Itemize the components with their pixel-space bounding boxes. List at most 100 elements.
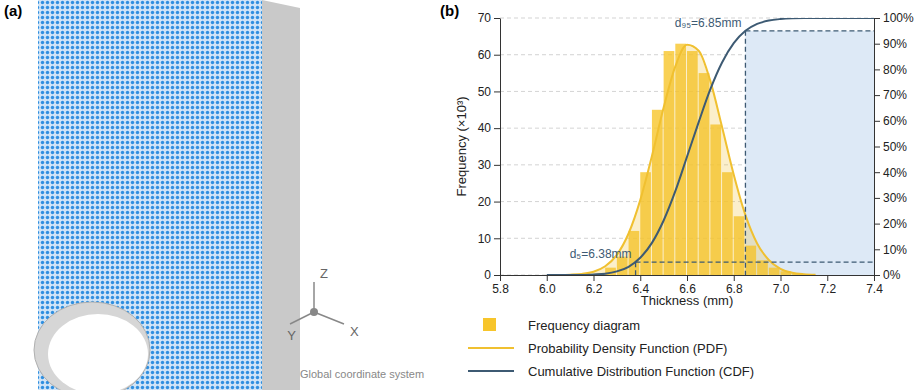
triad-axis [313, 282, 315, 312]
y-tick: 0 [484, 268, 500, 282]
annotation-guide-h [636, 261, 874, 262]
triad-label: Y [287, 328, 296, 343]
legend-swatch [468, 347, 514, 349]
y2-tick: 0% [874, 268, 901, 282]
x-tick-label: 6.2 [586, 282, 603, 296]
x-tick-label: 7.4 [866, 282, 883, 296]
y2-tick-mark [874, 44, 880, 45]
grid [500, 18, 874, 275]
y-tick: 20 [478, 195, 500, 209]
x-tick-mark [594, 275, 595, 281]
x-tick-mark [640, 275, 641, 281]
triad-label: X [350, 324, 359, 339]
y2-tick-mark [874, 147, 880, 148]
coordinate-triad [290, 282, 344, 324]
y2-tick-label: 30% [883, 191, 907, 205]
y2-tick: 50% [874, 140, 907, 154]
legend-label: Cumulative Distribution Function (CDF) [528, 364, 754, 379]
y2-tick-mark [874, 95, 880, 96]
triad-axis [314, 312, 344, 324]
y-tick: 30 [478, 158, 500, 172]
y2-tick-mark [874, 69, 880, 70]
x-tick-mark [547, 275, 548, 281]
legend-swatch [483, 318, 496, 331]
y2-tick-label: 20% [883, 217, 907, 231]
plot-area [547, 18, 874, 275]
y2-tick-mark [874, 249, 880, 250]
y-axis: 0 10 20 30 40 50 60 70 [478, 11, 501, 282]
triad-origin [310, 308, 318, 316]
x-tick: 5.8 [492, 275, 509, 296]
triad-axis [290, 312, 314, 324]
y-tick-mark [494, 238, 500, 239]
y2-tick-label: 10% [883, 243, 907, 257]
y2-tick-label: 80% [883, 63, 907, 77]
y-tick-mark [494, 275, 500, 276]
y-tick-label: 20 [478, 195, 492, 209]
y2-tick: 80% [874, 63, 907, 77]
legend: Frequency diagram Probability Density Fun… [468, 318, 754, 379]
y2-tick-mark [874, 18, 880, 19]
x-tick-mark [687, 275, 688, 281]
y-tick-label: 0 [484, 268, 491, 282]
y2-tick-label: 40% [883, 166, 907, 180]
y-tick-label: 50 [478, 85, 492, 99]
triad-label: Z [320, 266, 328, 281]
y2-tick-label: 50% [883, 140, 907, 154]
x-tick: 6.2 [586, 275, 603, 296]
y-tick: 50 [478, 85, 500, 99]
x-tick: 7.0 [773, 275, 790, 296]
y-tick: 10 [478, 232, 500, 246]
y2-tick-label: 70% [883, 88, 907, 102]
annotation-guide-h [745, 30, 874, 31]
figure-svg: (a)ZYXGlobal coordinate system(b)d₅=6.38… [0, 0, 920, 390]
y-tick-mark [494, 91, 500, 92]
y2-tick-mark [874, 121, 880, 122]
y-tick-mark [494, 128, 500, 129]
annotation-label: d₅=6.38mm [570, 247, 632, 261]
triad-caption: Global coordinate system [300, 368, 424, 380]
y2-tick-mark [874, 198, 880, 199]
y-tick: 60 [478, 48, 500, 62]
legend-label: Probability Density Function (PDF) [528, 341, 727, 356]
x-tick-mark [500, 275, 501, 281]
x-tick: 7.2 [819, 275, 836, 296]
y2-tick: 90% [874, 37, 907, 51]
y2-tick-label: 0% [883, 268, 901, 282]
x-tick-label: 5.8 [492, 282, 509, 296]
x-tick-mark [781, 275, 782, 281]
x-tick: 7.4 [866, 275, 883, 296]
y2-tick-label: 100% [883, 11, 914, 25]
y-tick-mark [494, 202, 500, 203]
panel-label: (b) [440, 2, 459, 19]
y2-tick-label: 60% [883, 114, 907, 128]
x-tick-label: 7.2 [819, 282, 836, 296]
annotation-guide-v [745, 31, 746, 275]
y-tick-label: 70 [478, 11, 492, 25]
x-tick: 6.0 [539, 275, 556, 296]
y2-tick: 40% [874, 166, 907, 180]
y2-axis: 0% 10% 20% 30% 40% 50% 60% 70% 80% 90% 100% [874, 11, 914, 282]
x-tick-mark [827, 275, 828, 281]
y2-tick-label: 90% [883, 37, 907, 51]
y2-tick-mark [874, 172, 880, 173]
y2-tick: 20% [874, 217, 907, 231]
legend-label: Frequency diagram [528, 318, 640, 333]
tail-region [745, 31, 874, 275]
y-axis-line [500, 19, 501, 276]
plate-edge [262, 0, 300, 390]
x-tick-label: 7.0 [773, 282, 790, 296]
y2-tick: 10% [874, 243, 907, 257]
x-axis-title: Thickness (mm) [641, 293, 733, 308]
legend-swatch [468, 370, 514, 372]
x-tick-label: 6.0 [539, 282, 556, 296]
y-axis-title: Frequency (×10³) [454, 96, 469, 196]
y2-tick: 70% [874, 88, 907, 102]
y-tick-mark [494, 165, 500, 166]
y-tick-label: 30 [478, 158, 492, 172]
hole [48, 314, 148, 390]
y-tick-label: 40 [478, 121, 492, 135]
x-tick-mark [734, 275, 735, 281]
y2-tick-mark [874, 224, 880, 225]
annotation-guide-v [635, 262, 636, 275]
